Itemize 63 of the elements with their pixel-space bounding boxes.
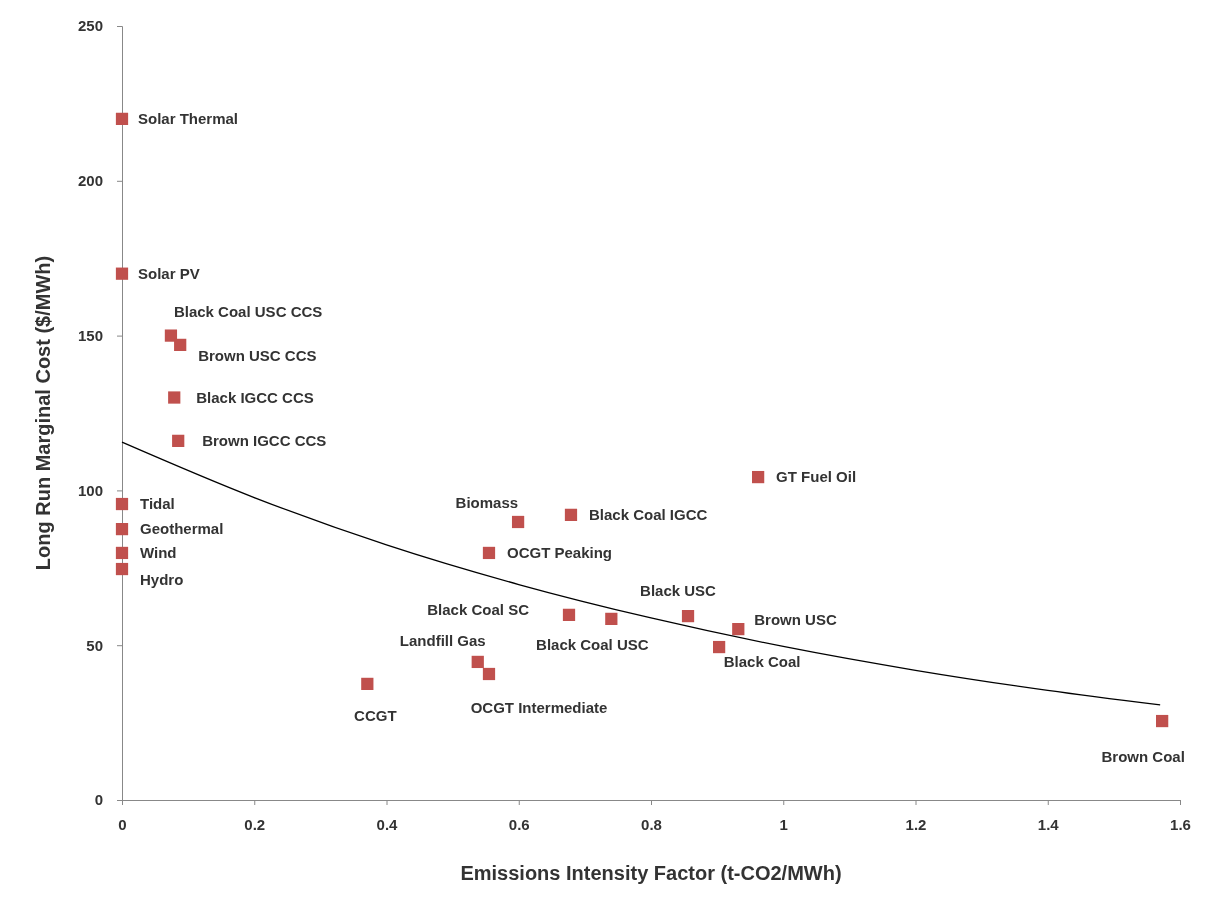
annotation: OCGT Peaking <box>506 544 613 562</box>
point <box>115 497 129 511</box>
annotation: Wind <box>140 544 177 562</box>
annotation: Hydro <box>140 571 184 589</box>
point <box>605 612 618 626</box>
annotation: Brown Coal <box>1101 748 1185 766</box>
annotation: Solar PV <box>138 264 200 282</box>
annotation: Tidal <box>140 495 175 513</box>
annotation: Geothermal <box>140 520 224 538</box>
x-tick-label: 0.4 <box>376 815 399 833</box>
point <box>115 546 129 560</box>
point <box>168 391 181 404</box>
annotation: Black Coal SC <box>427 601 530 619</box>
y-tick-label: 50 <box>86 636 103 654</box>
point <box>1156 714 1169 728</box>
point <box>482 667 496 681</box>
point <box>172 434 185 447</box>
x-axis-title: Emissions Intensity Factor (t-CO2/MWh) <box>460 862 842 884</box>
point <box>752 470 765 484</box>
point <box>681 609 695 623</box>
annotation: Brown USC CCS <box>198 347 317 365</box>
point <box>732 622 745 636</box>
x-tick-label: 1 <box>779 815 788 833</box>
point <box>471 655 484 669</box>
annotation: OCGT Intermediate <box>470 699 608 717</box>
point <box>712 640 726 654</box>
y-tick-label: 100 <box>77 481 103 499</box>
x-tick-label: 1.6 <box>1170 815 1191 833</box>
y-tick-label: 0 <box>94 791 103 809</box>
x-tick-label: 0 <box>118 815 127 833</box>
y-tick-label: 200 <box>77 172 103 190</box>
point <box>115 267 129 280</box>
annotation: Black USC <box>640 582 717 600</box>
annotation: Biomass <box>455 494 519 512</box>
annotation: Brown USC <box>754 611 837 629</box>
x-tick-label: 0.6 <box>508 815 530 833</box>
point <box>562 608 576 621</box>
annotation: Black Coal USC <box>536 636 649 654</box>
y-axis-title: Long Run Marginal Cost ($/MWh) <box>32 255 54 571</box>
point <box>164 329 178 342</box>
point <box>115 112 129 125</box>
point <box>174 338 187 352</box>
annotation: Black Coal IGCC <box>588 506 708 524</box>
x-tick-label: 1.4 <box>1037 815 1060 833</box>
annotation: Solar Thermal <box>138 110 239 128</box>
point <box>564 508 578 521</box>
annotation: GT Fuel Oil <box>776 468 857 486</box>
annotation: Brown IGCC CCS <box>202 432 327 450</box>
point <box>115 562 129 576</box>
annotation: Black Coal <box>723 653 801 671</box>
annotation: Black Coal USC CCS <box>173 302 323 320</box>
x-tick-label: 0.2 <box>244 815 266 833</box>
point <box>511 515 525 529</box>
annotation: Landfill Gas <box>399 632 486 650</box>
annotation: Black IGCC CCS <box>196 388 314 406</box>
x-tick-label: 1.2 <box>905 815 927 833</box>
point <box>482 546 496 560</box>
y-tick-label: 250 <box>77 17 103 35</box>
point <box>361 677 374 691</box>
point <box>115 522 129 536</box>
y-tick-label: 150 <box>77 326 103 344</box>
annotation: CCGT <box>354 707 397 725</box>
x-tick-label: 0.8 <box>641 815 662 833</box>
